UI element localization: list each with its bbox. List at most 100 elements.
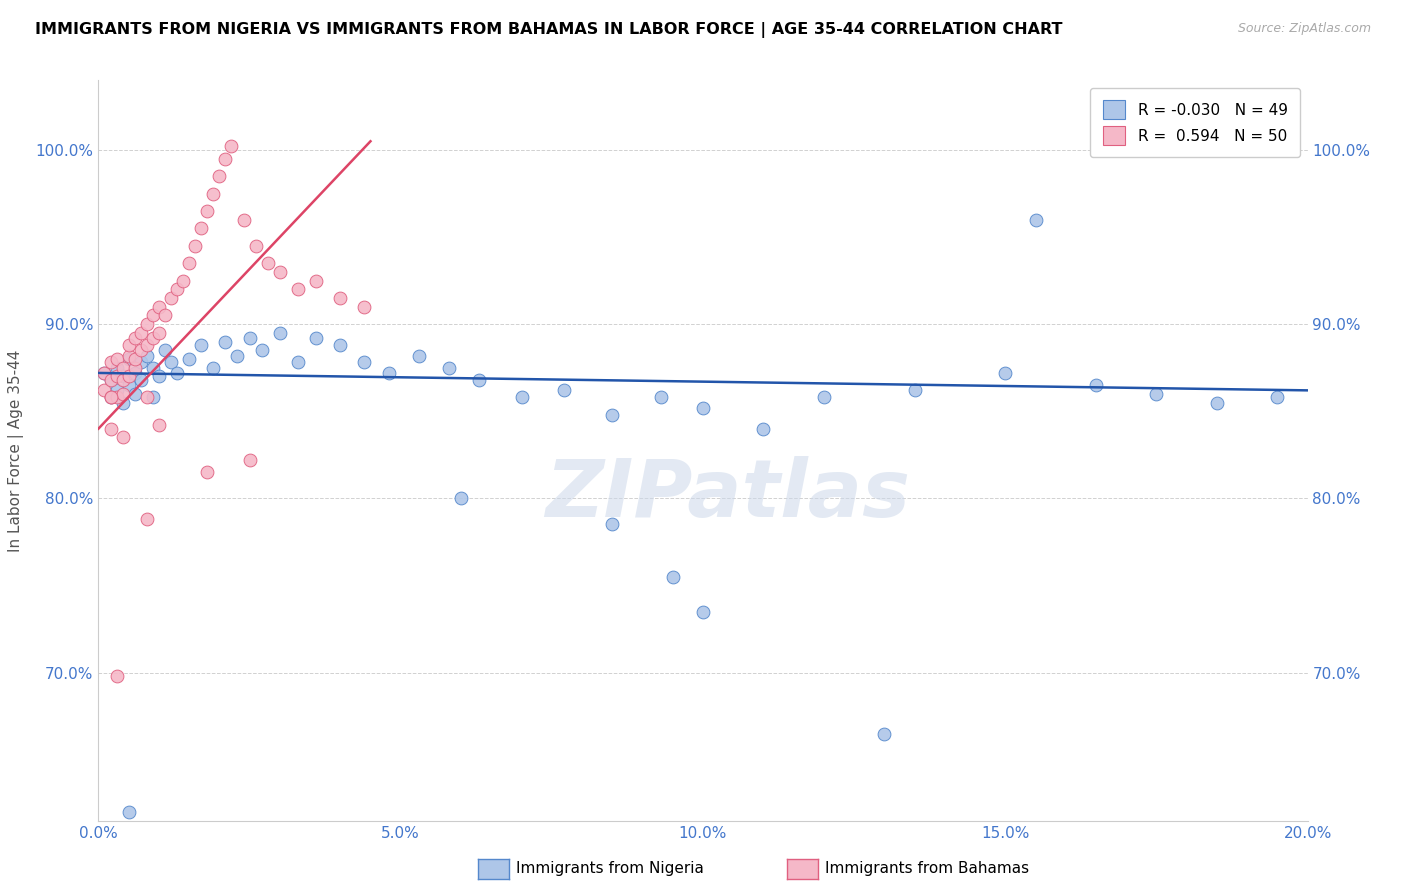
Point <box>100 355 122 369</box>
Point <box>305 274 328 288</box>
Point <box>118 369 141 384</box>
Point <box>135 317 157 331</box>
Point <box>195 465 218 479</box>
Point <box>650 390 672 404</box>
Point <box>437 360 460 375</box>
Point <box>124 351 146 366</box>
Point <box>105 369 128 384</box>
Point <box>100 422 122 436</box>
Point <box>118 351 141 366</box>
Point <box>111 373 134 387</box>
Point <box>105 360 128 375</box>
Text: ZIPatlas: ZIPatlas <box>544 456 910 534</box>
Point <box>813 390 835 404</box>
Point <box>408 349 430 363</box>
Point <box>142 390 165 404</box>
Point <box>118 338 141 352</box>
Point <box>166 282 188 296</box>
Point <box>129 373 152 387</box>
Point <box>353 300 375 314</box>
Point <box>100 390 122 404</box>
Point <box>148 418 170 433</box>
Point <box>142 360 165 375</box>
Point <box>148 300 170 314</box>
Point <box>190 338 212 352</box>
Point <box>111 430 134 444</box>
Point <box>329 291 352 305</box>
Point <box>221 139 243 153</box>
Point <box>752 422 775 436</box>
Point <box>135 338 157 352</box>
Point <box>692 401 714 415</box>
Point <box>353 355 375 369</box>
Point <box>100 373 122 387</box>
Point <box>287 355 309 369</box>
Point <box>100 373 122 387</box>
Point <box>105 669 128 683</box>
Point <box>172 274 194 288</box>
Point <box>135 349 157 363</box>
Point <box>239 331 262 345</box>
Point <box>269 326 291 340</box>
Point <box>100 390 122 404</box>
Legend: R = -0.030   N = 49, R =  0.594   N = 50: R = -0.030 N = 49, R = 0.594 N = 50 <box>1091 88 1301 157</box>
Point <box>118 378 141 392</box>
Point <box>111 387 134 401</box>
Point <box>195 203 218 218</box>
Text: Immigrants from Bahamas: Immigrants from Bahamas <box>825 862 1029 876</box>
Point <box>994 366 1017 380</box>
Point <box>468 373 491 387</box>
Point <box>111 395 134 409</box>
Point <box>160 291 183 305</box>
Point <box>329 338 352 352</box>
Point <box>142 309 165 323</box>
Point <box>377 366 399 380</box>
Point <box>124 360 146 375</box>
Point <box>93 366 115 380</box>
Point <box>105 351 128 366</box>
Point <box>305 331 328 345</box>
Point <box>129 343 152 358</box>
Point <box>661 570 683 584</box>
Point <box>93 366 115 380</box>
Point <box>553 384 575 398</box>
Point <box>111 369 134 384</box>
Point <box>214 334 236 349</box>
Point <box>1267 390 1289 404</box>
Point <box>269 265 291 279</box>
Point <box>124 387 146 401</box>
Point <box>105 384 128 398</box>
Point <box>202 360 225 375</box>
Point <box>250 343 273 358</box>
Point <box>118 805 141 819</box>
Point <box>245 239 267 253</box>
Point <box>226 349 249 363</box>
Point <box>142 331 165 345</box>
Point <box>179 351 201 366</box>
Point <box>184 239 207 253</box>
Text: Immigrants from Nigeria: Immigrants from Nigeria <box>516 862 704 876</box>
Point <box>135 390 157 404</box>
Point <box>153 309 176 323</box>
Point <box>202 186 225 201</box>
Point <box>135 512 157 526</box>
Point <box>214 152 236 166</box>
Point <box>1206 395 1229 409</box>
Point <box>105 390 128 404</box>
Point <box>111 360 134 375</box>
Point <box>256 256 278 270</box>
Point <box>160 355 183 369</box>
Point <box>1144 387 1167 401</box>
Point <box>93 384 115 398</box>
Point <box>904 384 927 398</box>
Point <box>124 331 146 345</box>
Point <box>450 491 472 506</box>
Point <box>602 408 624 422</box>
Text: IMMIGRANTS FROM NIGERIA VS IMMIGRANTS FROM BAHAMAS IN LABOR FORCE | AGE 35-44 CO: IMMIGRANTS FROM NIGERIA VS IMMIGRANTS FR… <box>35 22 1063 38</box>
Point <box>510 390 533 404</box>
Point <box>602 517 624 532</box>
Point <box>129 326 152 340</box>
Text: Source: ZipAtlas.com: Source: ZipAtlas.com <box>1237 22 1371 36</box>
Point <box>692 605 714 619</box>
Point <box>232 212 254 227</box>
